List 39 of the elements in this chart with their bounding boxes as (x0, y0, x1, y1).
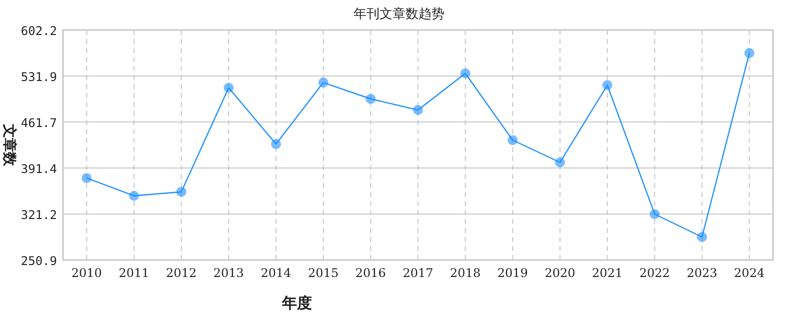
x-tick-label: 2017 (402, 266, 434, 280)
point (508, 135, 518, 146)
x-tick-label: 2021 (592, 266, 623, 280)
y-tick-label: 321.2 (20, 208, 57, 222)
point (318, 78, 328, 88)
point (460, 68, 470, 78)
x-tick-label: 2010 (71, 266, 102, 280)
y-tick-label: 531.9 (20, 70, 57, 84)
point (129, 190, 139, 201)
y-axis-title: 文章数 (1, 123, 18, 167)
point (413, 105, 423, 116)
point (697, 232, 707, 242)
point (224, 82, 234, 93)
point (176, 186, 186, 197)
y-tick-label: 250.9 (20, 254, 57, 268)
point (602, 80, 612, 90)
x-tick-label: 2016 (355, 266, 386, 280)
point (555, 157, 565, 168)
y-tick-label: 391.4 (20, 162, 57, 176)
x-tick-label: 2020 (544, 266, 576, 280)
x-tick-label: 2024 (734, 266, 765, 280)
point (650, 209, 660, 220)
x-tick-label: 2011 (118, 266, 150, 280)
chart-title: 年刊文章数趋势 (354, 7, 444, 22)
x-tick-label: 2022 (639, 266, 670, 280)
x-tick-label: 2013 (213, 266, 244, 280)
point (82, 173, 92, 184)
x-tick-label: 2018 (450, 266, 481, 280)
point (744, 48, 754, 58)
x-axis-title: 年度 (281, 294, 312, 312)
x-tick-label: 2023 (686, 266, 718, 280)
x-tick-label: 2019 (497, 266, 528, 280)
x-tick-label: 2014 (260, 266, 292, 280)
x-tick-label: 2015 (308, 266, 339, 280)
x-tick-label: 2012 (166, 266, 197, 280)
point (271, 139, 281, 150)
point (366, 94, 376, 104)
y-tick-label: 461.7 (20, 116, 57, 130)
y-tick-label: 602.2 (20, 24, 57, 38)
